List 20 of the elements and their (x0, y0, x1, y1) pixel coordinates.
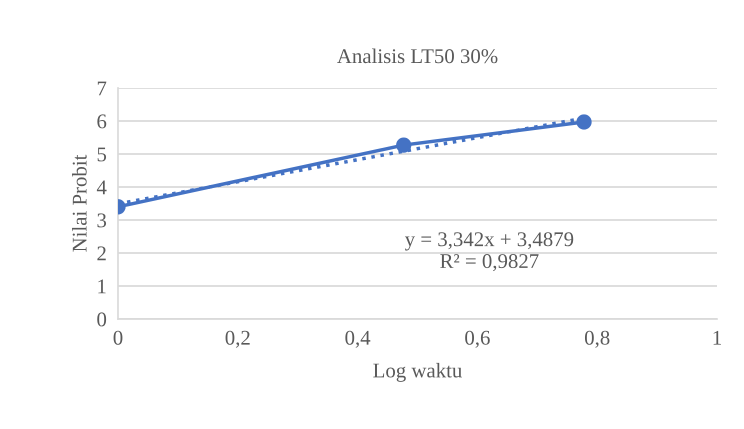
y-tick-label: 5 (98, 148, 106, 162)
y-tick-label: 7 (98, 82, 106, 96)
x-tick-label: 0,4 (345, 330, 370, 348)
x-tick-label: 0,8 (584, 330, 610, 348)
annotation: y = 3,342x + 3,4879 R² = 0,9827 (404, 232, 574, 272)
y-tick-label: 6 (97, 114, 106, 128)
y-tick-label: 0 (97, 312, 106, 326)
point (576, 114, 592, 130)
y-tick-label: 1 (98, 279, 106, 294)
x-axis-title: Log waktu (373, 362, 462, 382)
y-axis-title: Nilai Probit (72, 154, 87, 252)
x-tick-label: 0 (114, 330, 122, 345)
y-tick-label: 2 (97, 246, 106, 260)
x-tick-label: 0,2 (226, 330, 250, 348)
x-tick-label: 0,6 (465, 330, 490, 348)
x-tick-label: 1 (714, 330, 721, 345)
y-tick-label: 3 (97, 213, 106, 228)
y-tick-label: 4 (96, 180, 107, 194)
chart-title: Analisis LT50 30% (337, 48, 498, 64)
point (396, 137, 412, 153)
